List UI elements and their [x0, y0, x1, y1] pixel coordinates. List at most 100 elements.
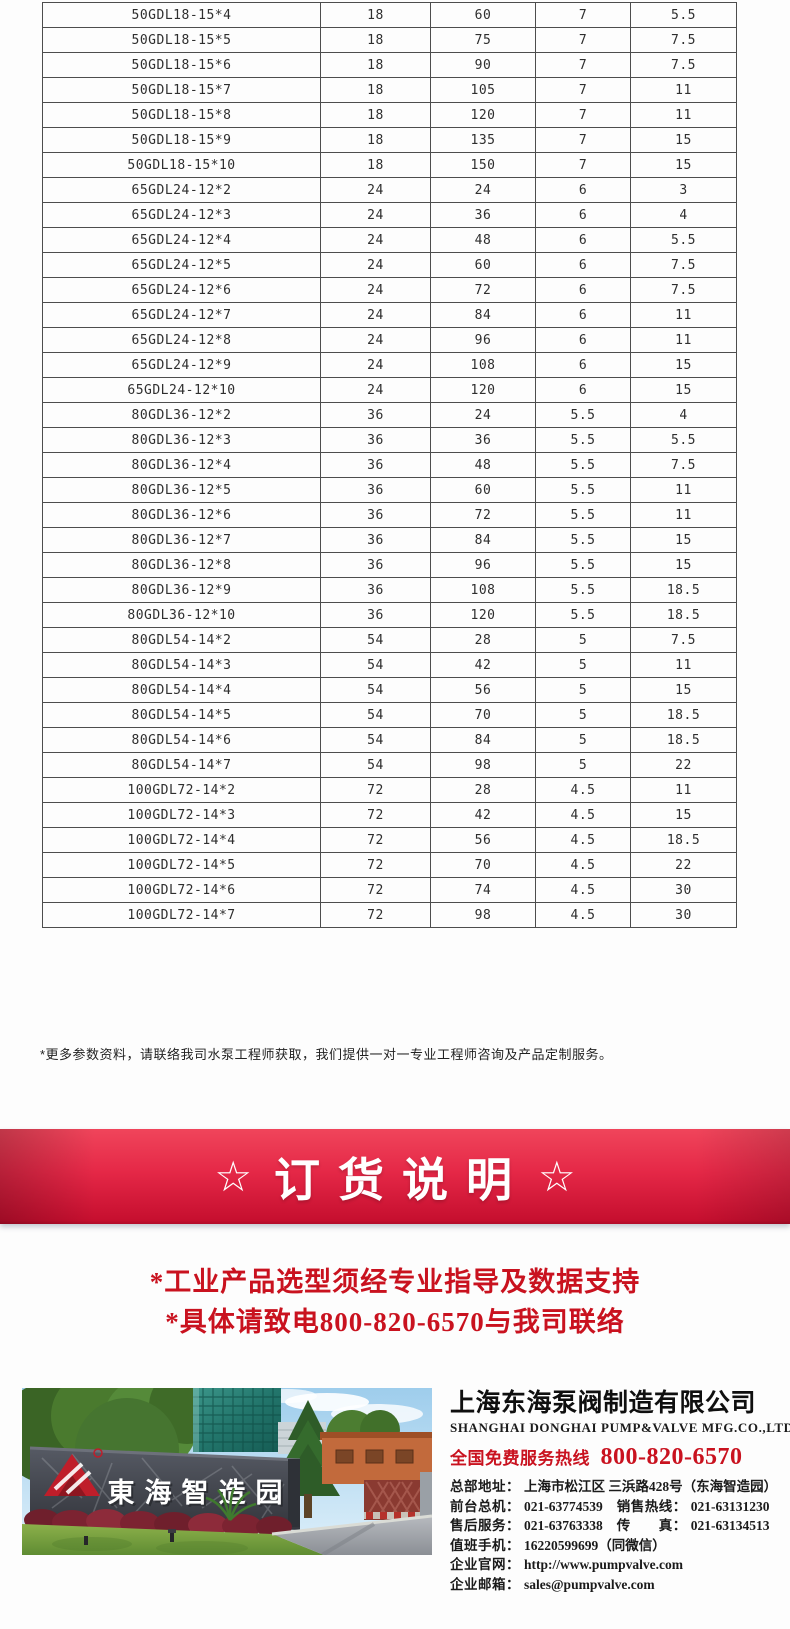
value-cell: 11	[630, 302, 737, 328]
contact-label: 传 真：	[616, 1518, 687, 1533]
table-row: 80GDL36-12*9 36 108 5.5 18.5	[42, 577, 737, 603]
table-row: 80GDL54-14*5 54 70 5 18.5	[42, 702, 737, 728]
company-name-cn: 上海东海泵阀制造有限公司	[450, 1389, 757, 1417]
value-cell: 48	[430, 227, 536, 253]
value-cell: 4.5	[535, 802, 631, 828]
value-cell: 4.5	[535, 877, 631, 903]
value-cell: 22	[630, 852, 737, 878]
model-cell: 65GDL24-12*6	[42, 277, 321, 303]
model-cell: 50GDL18-15*8	[42, 102, 321, 128]
value-cell: 7.5	[630, 277, 737, 303]
value-cell: 6	[535, 377, 631, 403]
value-cell: 11	[630, 777, 737, 803]
value-cell: 74	[430, 877, 536, 903]
contact-value: 021-63131230	[690, 1498, 770, 1514]
value-cell: 36	[430, 202, 536, 228]
value-cell: 56	[430, 677, 536, 703]
model-cell: 80GDL36-12*7	[42, 527, 321, 553]
table-row: 65GDL24-12*8 24 96 6 11	[42, 327, 737, 353]
value-cell: 24	[320, 177, 431, 203]
cycad-plant	[205, 1487, 257, 1521]
model-cell: 80GDL36-12*5	[42, 477, 321, 503]
value-cell: 18.5	[630, 577, 737, 603]
table-row: 80GDL54-14*7 54 98 5 22	[42, 752, 737, 778]
website-link[interactable]: http://www.pumpvalve.com	[524, 1557, 684, 1572]
value-cell: 150	[430, 152, 536, 178]
value-cell: 96	[430, 327, 536, 353]
value-cell: 48	[430, 452, 536, 478]
table-row: 65GDL24-12*9 24 108 6 15	[42, 352, 737, 378]
value-cell: 5.5	[535, 477, 631, 503]
note-text: *更多参数资料，请联络我司水泵工程师获取，我们提供一对一专业工程师咨询及产品定制…	[40, 1047, 613, 1062]
value-cell: 5.5	[630, 227, 737, 253]
value-cell: 5.5	[535, 502, 631, 528]
table-row: 80GDL36-12*3 36 36 5.5 5.5	[42, 427, 737, 453]
value-cell: 5.5	[630, 427, 737, 453]
model-cell: 65GDL24-12*10	[42, 377, 321, 403]
value-cell: 72	[320, 777, 431, 803]
model-cell: 65GDL24-12*8	[42, 327, 321, 353]
contact-value: 021-63774539	[524, 1498, 603, 1514]
value-cell: 6	[535, 327, 631, 353]
contact-line: 总部地址： 上海市松江区 三浜路428号（东海智造园）	[450, 1477, 777, 1497]
table-row: 65GDL24-12*2 24 24 6 3	[42, 177, 737, 203]
contact-label: 企业邮箱：	[450, 1576, 520, 1592]
model-cell: 80GDL36-12*6	[42, 502, 321, 528]
hotline-number: 800-820-6570	[600, 1444, 743, 1470]
model-cell: 100GDL72-14*6	[42, 877, 321, 903]
value-cell: 5	[535, 752, 631, 778]
value-cell: 54	[320, 677, 431, 703]
model-cell: 80GDL36-12*8	[42, 552, 321, 578]
value-cell: 72	[320, 852, 431, 878]
value-cell: 5.5	[535, 552, 631, 578]
value-cell: 5.5	[535, 527, 631, 553]
value-cell: 11	[630, 102, 737, 128]
value-cell: 72	[430, 277, 536, 303]
order-info-banner: ☆ 订货说明 ☆	[0, 1129, 790, 1224]
value-cell: 7.5	[630, 252, 737, 278]
value-cell: 36	[320, 427, 431, 453]
contact-line: 前台总机： 021-63774539 销售热线： 021-63131230	[450, 1497, 775, 1517]
model-cell: 80GDL36-12*10	[42, 602, 321, 628]
value-cell: 5.5	[535, 402, 631, 428]
model-cell: 80GDL36-12*9	[42, 577, 321, 603]
value-cell: 6	[535, 227, 631, 253]
model-cell: 50GDL18-15*7	[42, 77, 321, 103]
value-cell: 60	[430, 252, 536, 278]
entrance-gate	[364, 1472, 432, 1522]
contact-value: 021-63763338	[524, 1518, 603, 1533]
value-cell: 36	[320, 402, 431, 428]
value-cell: 7.5	[630, 52, 737, 78]
value-cell: 18.5	[630, 602, 737, 628]
value-cell: 18.5	[630, 702, 737, 728]
table-row: 50GDL18-15*6 18 90 7 7.5	[42, 52, 737, 78]
value-cell: 15	[630, 802, 737, 828]
value-cell: 36	[430, 427, 536, 453]
value-cell: 5	[535, 702, 631, 728]
value-cell: 36	[320, 577, 431, 603]
model-cell: 80GDL54-14*6	[42, 727, 321, 753]
value-cell: 15	[630, 377, 737, 403]
value-cell: 5.5	[535, 577, 631, 603]
table-row: 100GDL72-14*5 72 70 4.5 22	[42, 852, 737, 878]
value-cell: 5	[535, 652, 631, 678]
value-cell: 7	[535, 52, 631, 78]
model-cell: 80GDL54-14*2	[42, 627, 321, 653]
table-row: 50GDL18-15*8 18 120 7 11	[42, 102, 737, 128]
value-cell: 5.5	[535, 602, 631, 628]
value-cell: 42	[430, 652, 536, 678]
value-cell: 28	[430, 627, 536, 653]
value-cell: 11	[630, 327, 737, 353]
contact-value: 16220599699（同微信）	[524, 1537, 666, 1553]
model-cell: 100GDL72-14*3	[42, 802, 321, 828]
value-cell: 15	[630, 152, 737, 178]
email-link[interactable]: sales@pumpvalve.com	[524, 1576, 655, 1592]
table-row: 80GDL36-12*7 36 84 5.5 15	[42, 527, 737, 553]
value-cell: 7	[535, 2, 631, 28]
table-row: 100GDL72-14*3 72 42 4.5 15	[42, 802, 737, 828]
value-cell: 4.5	[535, 777, 631, 803]
model-cell: 65GDL24-12*3	[42, 202, 321, 228]
value-cell: 24	[430, 177, 536, 203]
value-cell: 36	[320, 452, 431, 478]
value-cell: 54	[320, 627, 431, 653]
